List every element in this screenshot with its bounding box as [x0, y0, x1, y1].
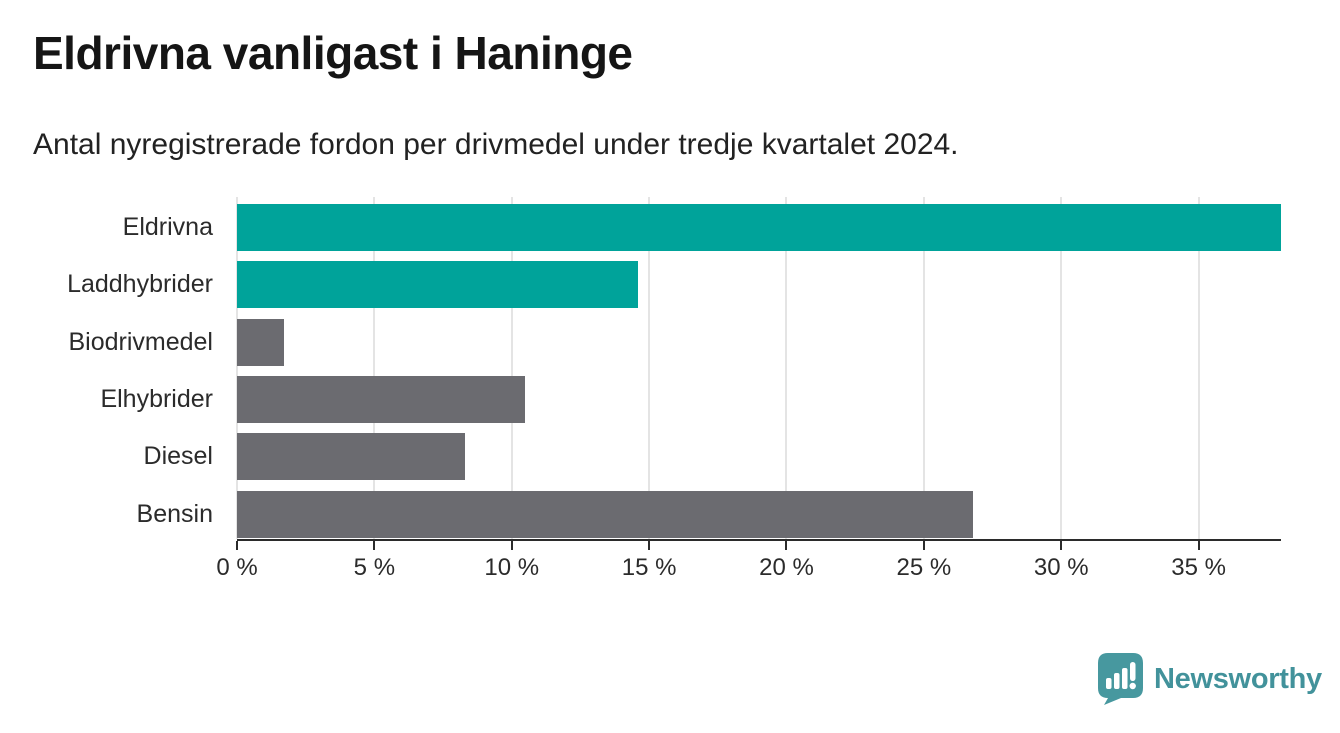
- axis-tick: [373, 541, 376, 550]
- category-label: Laddhybrider: [67, 270, 213, 299]
- axis-tick-label: 25 %: [896, 554, 952, 581]
- gridline: [236, 197, 238, 539]
- category-label: Bensin: [136, 499, 213, 528]
- gridline: [373, 197, 376, 539]
- axis-tick: [1060, 541, 1063, 550]
- bar-biodrivmedel: [237, 318, 284, 366]
- gridline: [1060, 197, 1063, 539]
- axis-tick-label: 10 %: [484, 554, 540, 581]
- category-labels: Eldrivna Laddhybrider Biodrivmedel Elhybrid…: [0, 197, 225, 539]
- newsworthy-logo: Newsworthy: [1097, 653, 1322, 705]
- gridline: [648, 197, 651, 539]
- axis-tick-label: 5 %: [353, 554, 396, 581]
- axis-tick: [785, 541, 788, 550]
- bar-eldrivna: [237, 204, 1281, 251]
- chart-subtitle: Antal nyregistrerade fordon per drivmede…: [33, 128, 959, 161]
- axis-tick: [1197, 541, 1200, 550]
- gridline: [785, 197, 788, 539]
- category-label: Elhybrider: [100, 384, 213, 413]
- page-title: Eldrivna vanligast i Haninge: [33, 27, 633, 79]
- bar-bensin: [237, 490, 974, 538]
- axis-tick-label: 35 %: [1171, 554, 1226, 581]
- chart-plot-area: [236, 197, 1281, 541]
- axis-tick-label: 0 %: [216, 554, 258, 581]
- gridline: [1197, 197, 1200, 539]
- category-label: Eldrivna: [122, 213, 213, 241]
- axis-tick: [510, 541, 513, 550]
- category-label: Biodrivmedel: [68, 327, 213, 356]
- gridline: [510, 197, 513, 539]
- bar-elhybrider: [237, 375, 526, 423]
- axis-tick-label: 30 %: [1033, 554, 1089, 581]
- category-label: Diesel: [143, 442, 213, 471]
- brand-name: Newsworthy: [1154, 662, 1322, 695]
- axis-tick: [922, 541, 925, 550]
- axis-tick-label: 15 %: [621, 554, 677, 581]
- axis-tick: [236, 541, 238, 550]
- newsworthy-speech-bubble-chart-icon: [1098, 653, 1143, 705]
- gridline: [922, 197, 925, 539]
- x-axis: 0 % 5 % 10 % 15 % 20 % 25 % 30 % 35 %: [216, 541, 1281, 586]
- axis-tick: [648, 541, 651, 550]
- bar-diesel: [237, 433, 466, 481]
- bar-laddhybrider: [237, 261, 639, 309]
- axis-tick-label: 20 %: [759, 554, 814, 581]
